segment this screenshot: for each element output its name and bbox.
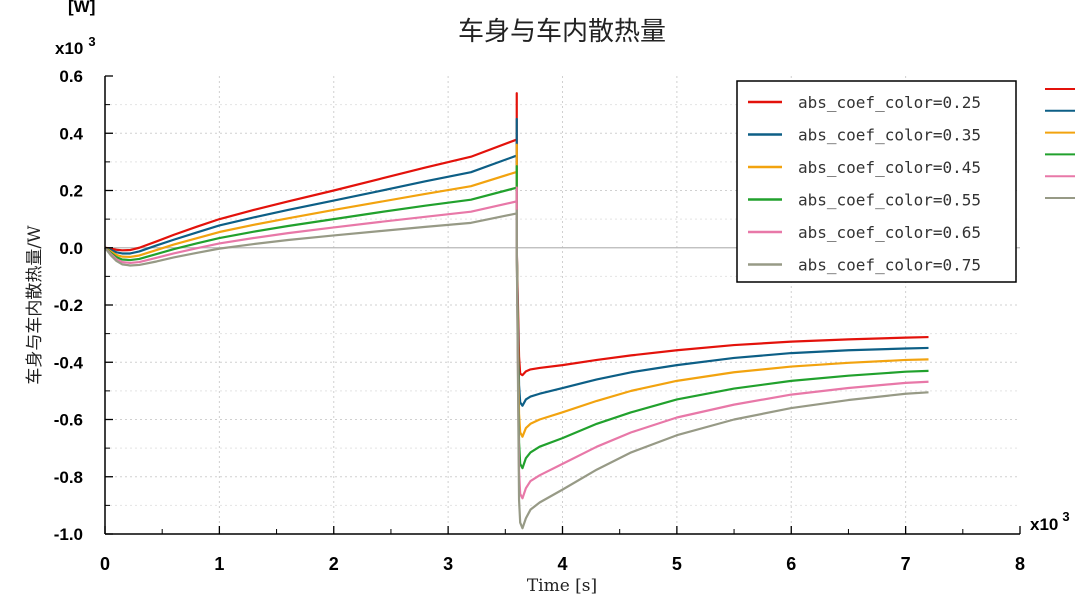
x-scale-label: x10 3 [1030, 509, 1070, 534]
legend: abs_coef_color=0.25 abs_coef_color=0.35ab… [736, 80, 1017, 283]
y-scale-exponent: 3 [88, 34, 95, 49]
y-tick-label: -1.0 [54, 525, 83, 544]
series-line-4 [104, 165, 929, 470]
series-line-1 [104, 92, 929, 377]
legend-label-1: abs_coef_color=0.25 [798, 93, 981, 112]
x-tick-label: 6 [786, 554, 796, 574]
y-tick-label: 0.0 [59, 239, 83, 258]
series-line-2 [104, 117, 929, 407]
legend-box [736, 80, 1017, 283]
legend-line-swatches [1045, 88, 1075, 199]
x-tick-label: 5 [672, 554, 682, 574]
x-tick-label: 1 [214, 554, 224, 574]
y-tick-label: 0.6 [59, 67, 83, 86]
y-tick-label: -0.4 [54, 353, 84, 372]
x-tick-label: 2 [329, 554, 339, 574]
x-tick-label: 3 [443, 554, 453, 574]
y-tick-label: 0.2 [59, 182, 83, 201]
legend-label-3: abs_coef_color=0.45 [798, 158, 981, 177]
x-tick-labels: 0 1 2 3 4 5 6 7 8 [100, 554, 1025, 574]
y-scale-label: x10 3 [55, 34, 96, 58]
series-line-6 [104, 209, 929, 530]
x-tick-label: 4 [557, 554, 567, 574]
axes [104, 75, 1021, 535]
y-tick-label: -0.6 [54, 411, 83, 430]
x-scale-exponent: 3 [1062, 509, 1069, 524]
y-tick-label: 0.4 [59, 124, 83, 143]
x-tick-label: 0 [100, 554, 110, 574]
x-tick-label: 8 [1015, 554, 1025, 574]
series-line-5 [104, 186, 929, 500]
y-unit-label: [W] [68, 0, 95, 16]
x-tick-label: 7 [901, 554, 911, 574]
series-line-3 [104, 143, 929, 438]
legend-label-6: abs_coef_color=0.75 [798, 256, 981, 275]
legend-label-4: abs_coef_color=0.55 [798, 191, 981, 210]
legend-label-2: abs_coef_color=0.35 [798, 126, 981, 145]
y-tick-labels: 0.6 0.4 0.2 0.0 -0.2 -0.4 -0.6 -0.8 -1.0 [54, 67, 84, 544]
y-scale-base: x10 [55, 39, 83, 58]
legend-label-5: abs_coef_color=0.65 [798, 223, 981, 242]
y-tick-label: -0.8 [54, 468, 83, 487]
y-tick-label: -0.2 [54, 296, 83, 315]
series-group [104, 92, 929, 530]
y-axis-title: 车身与车内散热量/W [25, 225, 45, 385]
x-axis-title: Time [s] [527, 576, 597, 596]
x-scale-base: x10 [1030, 515, 1058, 534]
chart-title: 车身与车内散热量 [458, 17, 666, 47]
